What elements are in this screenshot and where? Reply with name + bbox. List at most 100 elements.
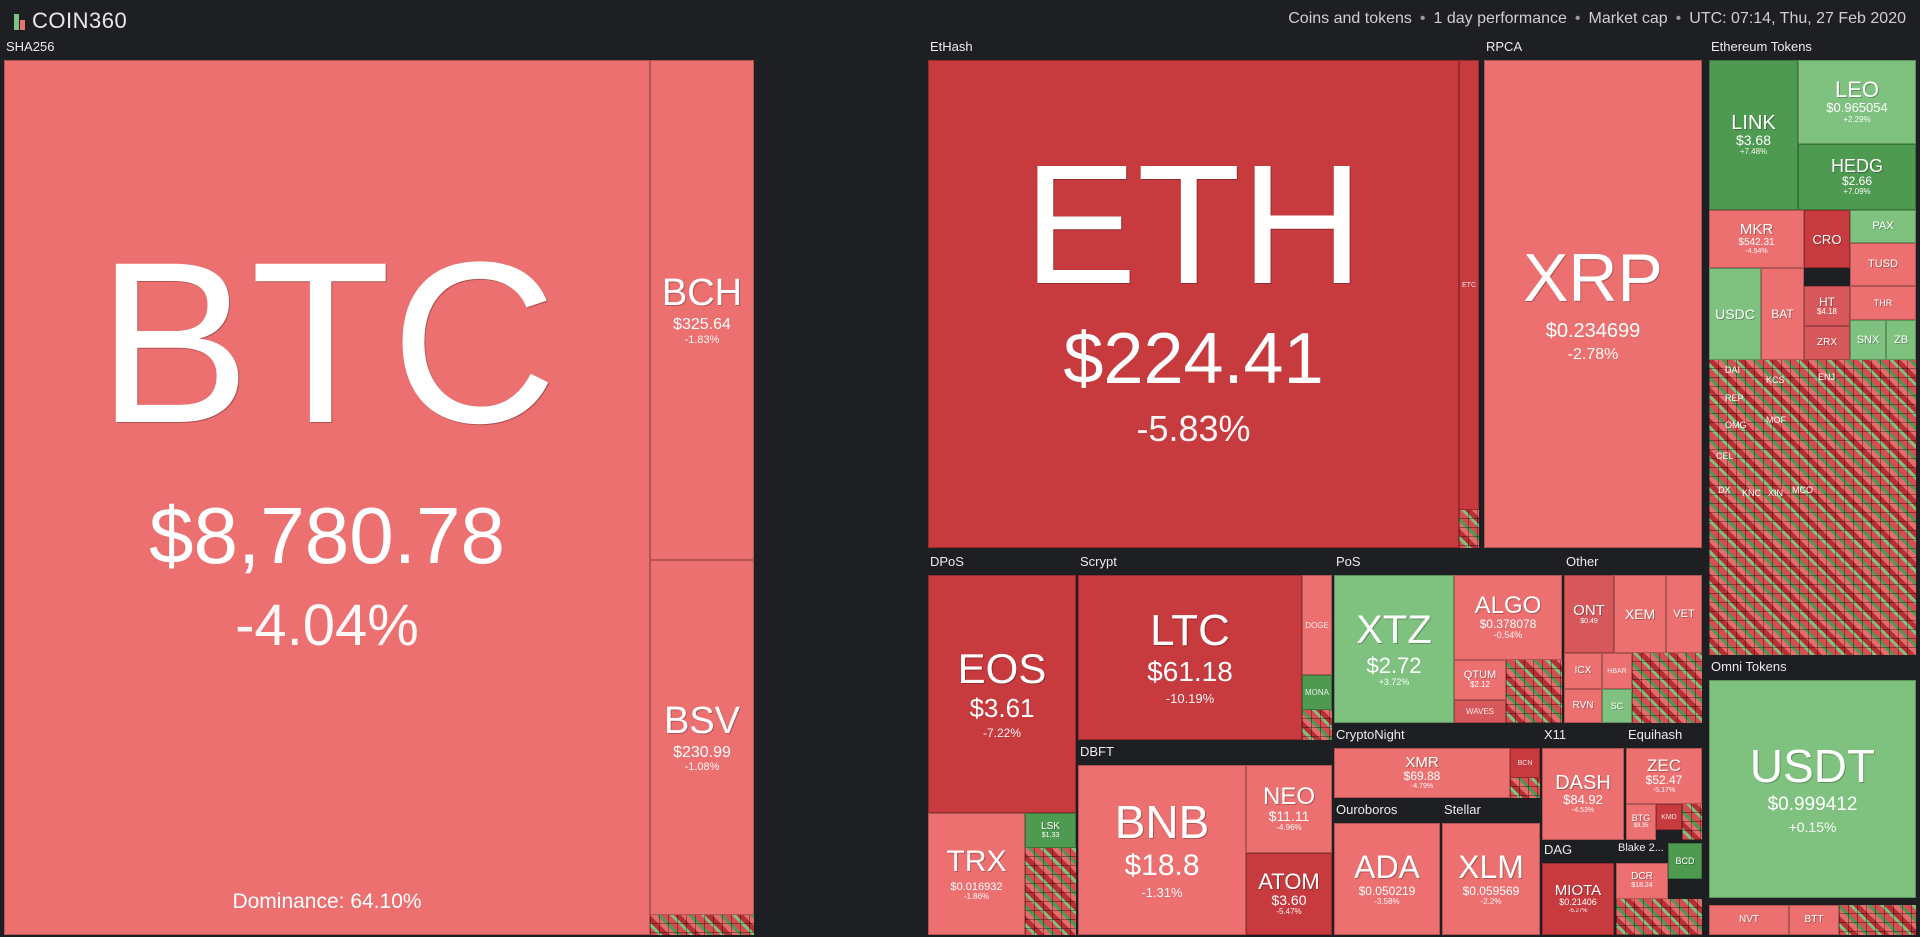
tile-sc[interactable]: SC: [1602, 689, 1632, 723]
tile-doge[interactable]: DOGE: [1302, 575, 1332, 675]
tile-leo[interactable]: LEO $0.965054 +2.29%: [1798, 60, 1916, 144]
tile-xem[interactable]: XEM: [1614, 575, 1666, 653]
tile-dash[interactable]: DASH $84.92 -4.53%: [1542, 748, 1624, 840]
tile-btt[interactable]: BTT: [1789, 905, 1839, 935]
coin360-logo[interactable]: COIN360: [14, 8, 127, 34]
tile-hbar[interactable]: HBAR: [1602, 653, 1632, 689]
tile-xtz[interactable]: XTZ $2.72 +3.72%: [1334, 575, 1454, 723]
tile-zrx[interactable]: ZRX: [1804, 326, 1850, 360]
filter-coins-tokens[interactable]: Coins and tokens: [1288, 10, 1412, 27]
neo-price: $11.11: [1268, 807, 1310, 824]
filter-metric[interactable]: Market cap: [1588, 10, 1668, 27]
tile-nvt[interactable]: NVT: [1709, 905, 1789, 935]
tile-ont[interactable]: ONT $0.49: [1564, 575, 1614, 653]
nvt-symbol: NVT: [1739, 914, 1759, 925]
mkr-change: -4.54%: [1745, 248, 1768, 256]
tile-icx[interactable]: ICX: [1564, 653, 1602, 689]
token-rep: REP: [1725, 393, 1744, 403]
cro-symbol: CRO: [1812, 231, 1842, 247]
etc-symbol: ETC: [1462, 281, 1476, 289]
tile-eth[interactable]: ETH $224.41 -5.83%: [928, 60, 1459, 548]
token-mof: MOF: [1766, 415, 1786, 425]
group-ethereum-tokens: Ethereum Tokens: [1709, 39, 1916, 655]
tile-bcd[interactable]: BCD: [1668, 843, 1702, 879]
tile-algo[interactable]: ALGO $0.378078 -0.54%: [1454, 575, 1562, 660]
tile-xrp[interactable]: XRP $0.234699 -2.78%: [1484, 60, 1702, 548]
group-label-omni-tokens: Omni Tokens: [1711, 659, 1787, 674]
tile-xmr[interactable]: XMR $69.88 -4.79%: [1334, 748, 1510, 798]
ltc-symbol: LTC: [1150, 605, 1230, 655]
tile-vet[interactable]: VET: [1666, 575, 1702, 653]
tile-miota[interactable]: MIOTA $0.21406 -6.27%: [1542, 863, 1614, 935]
tile-trx[interactable]: TRX $0.016932 -1.86%: [928, 813, 1025, 935]
group-omni-tokens: Omni Tokens: [1709, 659, 1916, 937]
tile-qtum[interactable]: QTUM $2.12: [1454, 660, 1506, 700]
tile-bcn[interactable]: BCN: [1510, 748, 1540, 778]
ethash-small-coins[interactable]: [1459, 510, 1479, 548]
tile-dcr[interactable]: DCR $18.24: [1616, 863, 1668, 899]
tile-lsk[interactable]: LSK $1.33: [1025, 813, 1076, 848]
eos-price: $3.61: [969, 693, 1035, 724]
tile-bnb[interactable]: BNB $18.8 -1.31%: [1078, 765, 1246, 935]
tile-mona[interactable]: MONA: [1302, 675, 1332, 710]
tile-snx[interactable]: SNX: [1850, 320, 1886, 360]
sc-symbol: SC: [1610, 700, 1624, 711]
tile-thr[interactable]: THR: [1850, 286, 1916, 320]
tile-usdt[interactable]: USDT $0.999412 +0.15%: [1709, 680, 1916, 898]
tile-ltc[interactable]: LTC $61.18 -10.19%: [1078, 575, 1302, 740]
sha256-small-coins[interactable]: [650, 915, 754, 935]
filter-period[interactable]: 1 day performance: [1433, 10, 1567, 27]
tile-usdc[interactable]: USDC: [1709, 268, 1761, 360]
snx-symbol: SNX: [1856, 333, 1880, 346]
xlm-symbol: XLM: [1458, 849, 1524, 885]
other-small-coins[interactable]: [1632, 653, 1702, 723]
tile-zb[interactable]: ZB: [1886, 320, 1916, 360]
tile-bch[interactable]: BCH $325.64 -1.83%: [650, 60, 754, 560]
group-other: Other: [1564, 554, 1702, 723]
tile-bat[interactable]: BAT: [1761, 268, 1804, 360]
tile-eos[interactable]: EOS $3.61 -7.22%: [928, 575, 1076, 813]
scrypt-small-coins[interactable]: [1302, 710, 1332, 740]
tile-ht[interactable]: HT $4.18: [1804, 286, 1850, 326]
tile-pax[interactable]: PAX: [1850, 210, 1916, 243]
token-kcs: KCS: [1766, 375, 1785, 385]
group-scrypt: Scrypt: [1078, 554, 1332, 740]
leo-price: $0.965054: [1826, 100, 1888, 116]
tile-atom[interactable]: ATOM $3.60 -5.47%: [1246, 853, 1332, 935]
bcd-symbol: BCD: [1675, 855, 1695, 866]
blake2-small-coins[interactable]: [1616, 899, 1702, 935]
tile-kmd[interactable]: KMD: [1656, 804, 1682, 830]
tile-rvn[interactable]: RVN: [1564, 689, 1602, 723]
tile-btg[interactable]: BTG $9.35: [1626, 804, 1656, 840]
tile-etc[interactable]: ETC: [1459, 60, 1479, 510]
tile-zec[interactable]: ZEC $52.47 -5.17%: [1626, 748, 1702, 804]
tile-neo[interactable]: NEO $11.11 -4.96%: [1246, 765, 1332, 853]
mkr-symbol: MKR: [1739, 221, 1774, 239]
pos-small-coins[interactable]: [1506, 660, 1562, 723]
tile-xlm[interactable]: XLM $0.059569 -2.2%: [1442, 823, 1540, 935]
tile-bsv[interactable]: BSV $230.99 -1.08%: [650, 560, 754, 915]
tile-link[interactable]: LINK $3.68 +7.48%: [1709, 60, 1798, 210]
omni-small-tokens[interactable]: [1839, 905, 1916, 935]
tile-waves[interactable]: WAVES: [1454, 700, 1506, 723]
dpos-small-coins[interactable]: [1025, 848, 1076, 935]
ethereum-small-tokens[interactable]: [1709, 360, 1916, 655]
tile-mkr[interactable]: MKR $542.31 -4.54%: [1709, 210, 1804, 268]
btg-price: $9.35: [1633, 823, 1649, 830]
token-enj: ENJ: [1818, 372, 1836, 382]
cryptonight-small-coins[interactable]: [1510, 778, 1540, 798]
tile-btc[interactable]: BTC $8,780.78 -4.04% Dominance: 64.10%: [4, 60, 650, 935]
tile-cro[interactable]: CRO: [1804, 210, 1850, 268]
hbar-symbol: HBAR: [1607, 667, 1627, 675]
group-sha256: SHA256: [4, 39, 754, 937]
tile-hedg[interactable]: HEDG $2.66 +7.09%: [1798, 144, 1916, 210]
group-x11: X11: [1542, 727, 1624, 840]
tile-ada[interactable]: ADA $0.050219 -3.58%: [1334, 823, 1440, 935]
hedg-price: $2.66: [1841, 174, 1873, 188]
equihash-small-coins[interactable]: [1682, 804, 1702, 840]
tile-tusd[interactable]: TUSD: [1850, 243, 1916, 286]
bch-symbol: BCH: [661, 272, 743, 315]
group-label-x11: X11: [1544, 727, 1567, 742]
group-label-blake2: Blake 2...: [1618, 842, 1664, 854]
group-label-scrypt: Scrypt: [1080, 554, 1117, 569]
